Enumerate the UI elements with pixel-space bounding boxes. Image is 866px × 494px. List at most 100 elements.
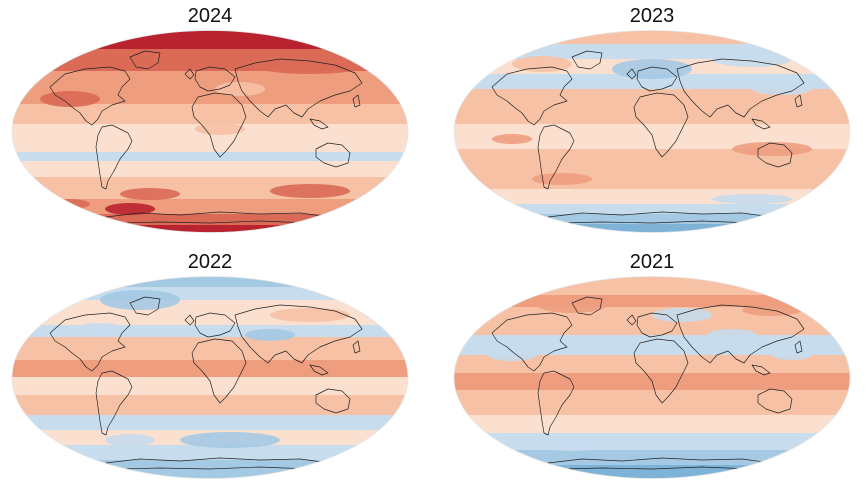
anomaly-field-2021 — [454, 276, 850, 479]
anomaly-region — [537, 297, 607, 313]
coastline — [676, 58, 805, 118]
coastline — [571, 50, 603, 70]
coastline — [537, 124, 575, 190]
anomaly-band — [12, 161, 408, 177]
anomaly-band — [12, 395, 408, 415]
coastline — [95, 124, 133, 190]
world-map-2022 — [11, 276, 409, 479]
anomaly-band — [12, 276, 408, 287]
anomaly-band — [454, 214, 850, 224]
anomaly-band — [454, 74, 850, 89]
anomaly-band — [454, 450, 850, 465]
anomaly-region — [105, 203, 155, 215]
anomaly-band — [12, 300, 408, 325]
map-panel-2023: 2023 — [452, 2, 852, 237]
coastline — [633, 92, 689, 158]
anomaly-region — [492, 134, 532, 144]
coastline — [49, 66, 131, 126]
anomaly-band — [454, 44, 850, 59]
anomaly-band — [454, 224, 850, 233]
anomaly-region — [75, 323, 125, 337]
panel-title-2024: 2024 — [187, 5, 233, 27]
coastline — [794, 94, 803, 108]
anomaly-region — [772, 350, 812, 360]
anomaly-region — [75, 49, 165, 69]
coastline — [95, 370, 133, 436]
anomaly-band — [12, 360, 408, 377]
anomaly-band — [454, 295, 850, 307]
coastline — [315, 388, 351, 414]
map-outline — [453, 30, 851, 233]
anomaly-region — [732, 142, 812, 156]
coastline — [234, 304, 363, 364]
coastline — [537, 370, 575, 436]
anomaly-field-2022 — [12, 276, 408, 479]
anomaly-region — [250, 54, 370, 74]
anomaly-region — [752, 83, 812, 95]
map-outline — [453, 276, 851, 479]
panel-title-2023: 2023 — [629, 5, 675, 27]
coastline — [794, 340, 803, 354]
anomaly-region — [652, 308, 712, 322]
anomaly-band — [12, 377, 408, 395]
anomaly-band — [454, 30, 850, 44]
anomaly-region — [532, 173, 592, 185]
anomaly-band — [454, 189, 850, 204]
coastline — [636, 312, 678, 338]
anomaly-region — [50, 199, 90, 209]
coastline — [626, 314, 637, 326]
coastline — [309, 364, 329, 376]
anomaly-band — [454, 204, 850, 214]
anomaly-region — [270, 184, 350, 198]
anomaly-region — [707, 329, 757, 341]
anomaly-region — [487, 349, 537, 361]
map-outline — [11, 276, 409, 479]
map-outline — [11, 30, 409, 233]
coastline — [626, 68, 637, 80]
coastline — [191, 338, 247, 404]
anomaly-region — [542, 439, 602, 451]
anomaly-band — [454, 390, 850, 415]
world-map-2021 — [453, 276, 851, 479]
anomaly-band — [12, 225, 408, 233]
coastline — [636, 66, 678, 92]
map-panel-2022: 2022 — [10, 248, 410, 483]
coastline — [491, 312, 573, 372]
coastline — [352, 94, 361, 108]
anomaly-band — [12, 152, 408, 161]
anomaly-band — [12, 30, 408, 49]
coastline — [757, 142, 793, 168]
anomaly-region — [100, 290, 180, 310]
anomaly-band — [454, 415, 850, 433]
anomaly-band — [12, 177, 408, 199]
anomaly-band — [454, 465, 850, 479]
coastline — [751, 118, 771, 130]
map-panel-2024: 2024 — [10, 2, 410, 237]
coastline — [129, 50, 161, 70]
coastline — [676, 304, 805, 364]
panel-title-2021: 2021 — [629, 251, 675, 273]
coastline — [571, 296, 603, 316]
coastline — [184, 68, 195, 80]
anomaly-region — [195, 123, 245, 135]
anomaly-band — [12, 415, 408, 430]
coastline — [315, 142, 351, 168]
anomaly-region — [712, 194, 792, 204]
anomaly-band — [12, 460, 408, 479]
anomaly-band — [12, 445, 408, 460]
anomaly-band — [454, 355, 850, 373]
coastline — [491, 66, 573, 126]
panel-title-2022: 2022 — [187, 251, 233, 273]
coastline — [751, 364, 771, 376]
coastline — [194, 66, 236, 92]
anomaly-band — [12, 104, 408, 124]
anomaly-region — [270, 308, 350, 322]
anomaly-region — [120, 188, 180, 200]
anomaly-region — [180, 432, 280, 448]
anomaly-band — [12, 287, 408, 300]
coastline — [633, 338, 689, 404]
anomaly-field-2024 — [12, 30, 408, 233]
world-map-2023 — [453, 30, 851, 233]
anomaly-region — [215, 82, 265, 96]
anomaly-region — [105, 434, 155, 446]
